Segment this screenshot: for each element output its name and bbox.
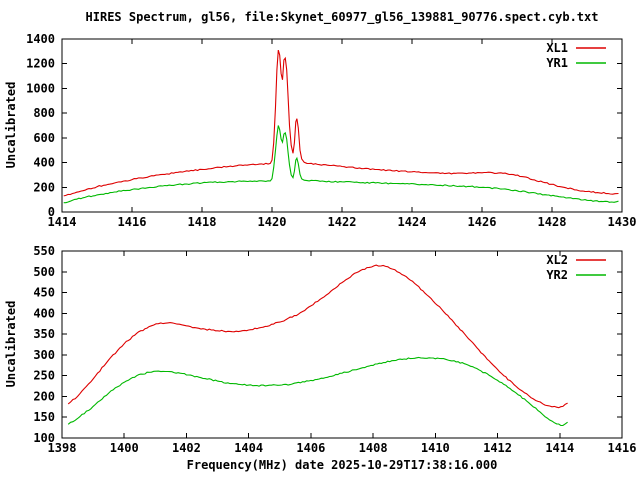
y-tick-label: 400 (33, 306, 55, 320)
series-yr2-curve (67, 356, 568, 427)
y-tick-label: 500 (33, 265, 55, 279)
x-tick-label: 1416 (608, 441, 637, 455)
bottom-spectrum-panel: 1398 1400 1402 1404 1406 1408 1410 1412 1414 1416… (33, 244, 636, 455)
x-tick-label: 1400 (110, 441, 139, 455)
x-tick-label: 1426 (468, 215, 497, 229)
x-axis-label: Frequency(MHz) date 2025-10-29T17:38:16.… (186, 458, 498, 472)
y-tick-label: 150 (33, 410, 55, 424)
y-tick-label: 0 (48, 205, 55, 219)
chart-title: HIRES Spectrum, gl56, file:Skynet_60977_… (85, 10, 599, 24)
y-tick-label: 600 (33, 131, 55, 145)
y-tick-label: 1000 (26, 81, 55, 95)
plot-frame (61, 250, 623, 439)
plot-frame (61, 38, 623, 213)
x-tick-label: 1428 (538, 215, 567, 229)
y-tick-label: 250 (33, 369, 55, 383)
x-tick-label: 1422 (328, 215, 357, 229)
y-tick-label: 800 (33, 106, 55, 120)
series-xl1-curve (63, 49, 619, 197)
x-tick-label: 1418 (188, 215, 217, 229)
y-tick-label: 550 (33, 244, 55, 258)
y-tick-label: 300 (33, 348, 55, 362)
x-tick-label: 1398 (48, 441, 77, 455)
y-tick-label: 100 (33, 431, 55, 445)
y-tick-label: 400 (33, 156, 55, 170)
x-tick-label: 1410 (421, 441, 450, 455)
legend-label-yr1: YR1 (546, 56, 568, 70)
x-tick-label: 1430 (608, 215, 637, 229)
x-tick-label: 1420 (258, 215, 287, 229)
x-tick-label: 1414 (48, 215, 77, 229)
x-tick-label: 1408 (359, 441, 388, 455)
x-tick-label: 1402 (172, 441, 201, 455)
x-tick-label: 1414 (545, 441, 574, 455)
legend-label-xl1: XL1 (546, 41, 568, 55)
y-tick-label: 1400 (26, 32, 55, 46)
x-tick-label: 1416 (118, 215, 147, 229)
y-tick-label: 200 (33, 180, 55, 194)
y-tick-label: 200 (33, 389, 55, 403)
x-tick-label: 1406 (296, 441, 325, 455)
top-spectrum-panel: 1414 1416 1418 1420 1422 1424 1426 1428 1430 0 200… (26, 32, 636, 229)
series-yr1-curve (63, 125, 619, 204)
x-tick-label: 1404 (234, 441, 263, 455)
y-tick-label: 450 (33, 286, 55, 300)
x-tick-label: 1412 (483, 441, 512, 455)
y-tick-label: 1200 (26, 57, 55, 71)
legend-label-xl2: XL2 (546, 253, 568, 267)
series-xl2-curve (67, 264, 568, 409)
x-tick-label: 1424 (398, 215, 427, 229)
y-tick-label: 350 (33, 327, 55, 341)
legend-label-yr2: YR2 (546, 268, 568, 282)
